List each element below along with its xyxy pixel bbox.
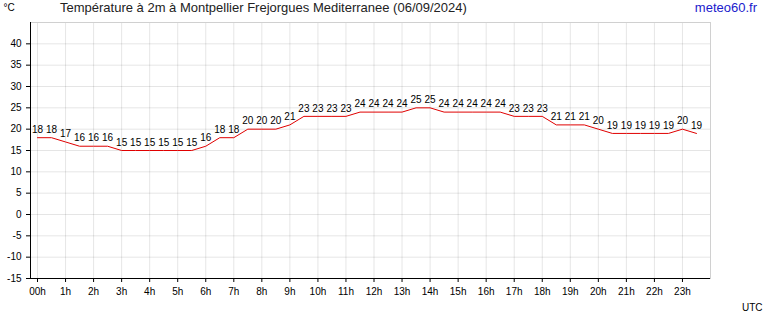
svg-text:15: 15 <box>144 137 156 148</box>
svg-text:15: 15 <box>10 145 22 156</box>
svg-text:10: 10 <box>10 166 22 177</box>
svg-text:24: 24 <box>368 98 380 109</box>
svg-text:19: 19 <box>663 120 675 131</box>
svg-text:-15: -15 <box>7 273 22 284</box>
svg-text:17h: 17h <box>506 286 523 297</box>
svg-text:23: 23 <box>509 103 521 114</box>
svg-text:18h: 18h <box>534 286 551 297</box>
svg-text:20: 20 <box>242 115 254 126</box>
svg-text:17: 17 <box>60 128 72 139</box>
svg-text:20: 20 <box>677 115 689 126</box>
svg-text:23: 23 <box>523 103 535 114</box>
svg-text:14h: 14h <box>422 286 439 297</box>
svg-text:35: 35 <box>10 59 22 70</box>
svg-text:19: 19 <box>649 120 661 131</box>
svg-text:23h: 23h <box>674 286 691 297</box>
svg-text:0: 0 <box>16 209 22 220</box>
svg-text:15: 15 <box>158 137 170 148</box>
svg-text:24: 24 <box>495 98 507 109</box>
svg-text:22h: 22h <box>646 286 663 297</box>
svg-text:16: 16 <box>88 132 100 143</box>
svg-text:20: 20 <box>10 123 22 134</box>
svg-text:15h: 15h <box>450 286 467 297</box>
svg-text:5h: 5h <box>172 286 183 297</box>
svg-text:24: 24 <box>467 98 479 109</box>
svg-text:16: 16 <box>102 132 114 143</box>
svg-text:3h: 3h <box>116 286 127 297</box>
svg-text:23: 23 <box>537 103 549 114</box>
svg-text:21: 21 <box>579 111 591 122</box>
svg-text:20: 20 <box>593 115 605 126</box>
svg-text:24: 24 <box>382 98 394 109</box>
svg-text:1h: 1h <box>60 286 71 297</box>
svg-text:19: 19 <box>691 120 703 131</box>
svg-text:8h: 8h <box>256 286 267 297</box>
svg-text:23: 23 <box>326 103 338 114</box>
svg-text:24: 24 <box>481 98 493 109</box>
svg-text:24: 24 <box>354 98 366 109</box>
svg-text:4h: 4h <box>144 286 155 297</box>
svg-text:23: 23 <box>312 103 324 114</box>
svg-text:UTC: UTC <box>742 302 763 313</box>
html-text:meteo60.fr: meteo60.fr <box>694 0 757 15</box>
svg-text:21: 21 <box>284 111 296 122</box>
svg-text:12h: 12h <box>366 286 383 297</box>
svg-text:15: 15 <box>116 137 128 148</box>
svg-text:20: 20 <box>270 115 282 126</box>
svg-text:40: 40 <box>10 38 22 49</box>
svg-text:15: 15 <box>186 137 198 148</box>
svg-text:19: 19 <box>635 120 647 131</box>
svg-text:20: 20 <box>256 115 268 126</box>
svg-text:23: 23 <box>298 103 310 114</box>
svg-text:19h: 19h <box>562 286 579 297</box>
svg-text:24: 24 <box>396 98 408 109</box>
svg-text:25: 25 <box>10 102 22 113</box>
svg-text:5: 5 <box>16 187 22 198</box>
svg-text:10h: 10h <box>310 286 327 297</box>
svg-text:16h: 16h <box>478 286 495 297</box>
svg-text:19: 19 <box>621 120 633 131</box>
svg-text:16: 16 <box>74 132 86 143</box>
svg-text:6h: 6h <box>200 286 211 297</box>
svg-text:23: 23 <box>340 103 352 114</box>
svg-text:19: 19 <box>607 120 619 131</box>
svg-text:25: 25 <box>425 94 437 105</box>
svg-text:18: 18 <box>228 124 240 135</box>
svg-text:21: 21 <box>551 111 563 122</box>
html-text:Température à 2m à Montpellier: Température à 2m à Montpellier Frejorgue… <box>60 0 467 15</box>
svg-text:21h: 21h <box>618 286 635 297</box>
svg-text:30: 30 <box>10 81 22 92</box>
svg-text:13h: 13h <box>394 286 411 297</box>
svg-text:7h: 7h <box>228 286 239 297</box>
svg-text:2h: 2h <box>88 286 99 297</box>
svg-text:15: 15 <box>172 137 184 148</box>
svg-text:20h: 20h <box>590 286 607 297</box>
svg-text:11h: 11h <box>338 286 354 297</box>
svg-text:-5: -5 <box>13 230 22 241</box>
svg-text:18: 18 <box>214 124 226 135</box>
svg-text:25: 25 <box>411 94 423 105</box>
svg-text:00h: 00h <box>29 286 46 297</box>
svg-text:°C: °C <box>4 2 15 13</box>
svg-text:9h: 9h <box>284 286 295 297</box>
svg-text:16: 16 <box>200 132 212 143</box>
svg-text:-10: -10 <box>7 251 22 262</box>
svg-text:18: 18 <box>46 124 58 135</box>
svg-text:21: 21 <box>565 111 577 122</box>
svg-text:15: 15 <box>130 137 142 148</box>
svg-text:24: 24 <box>439 98 451 109</box>
svg-text:24: 24 <box>453 98 465 109</box>
svg-text:18: 18 <box>32 124 44 135</box>
